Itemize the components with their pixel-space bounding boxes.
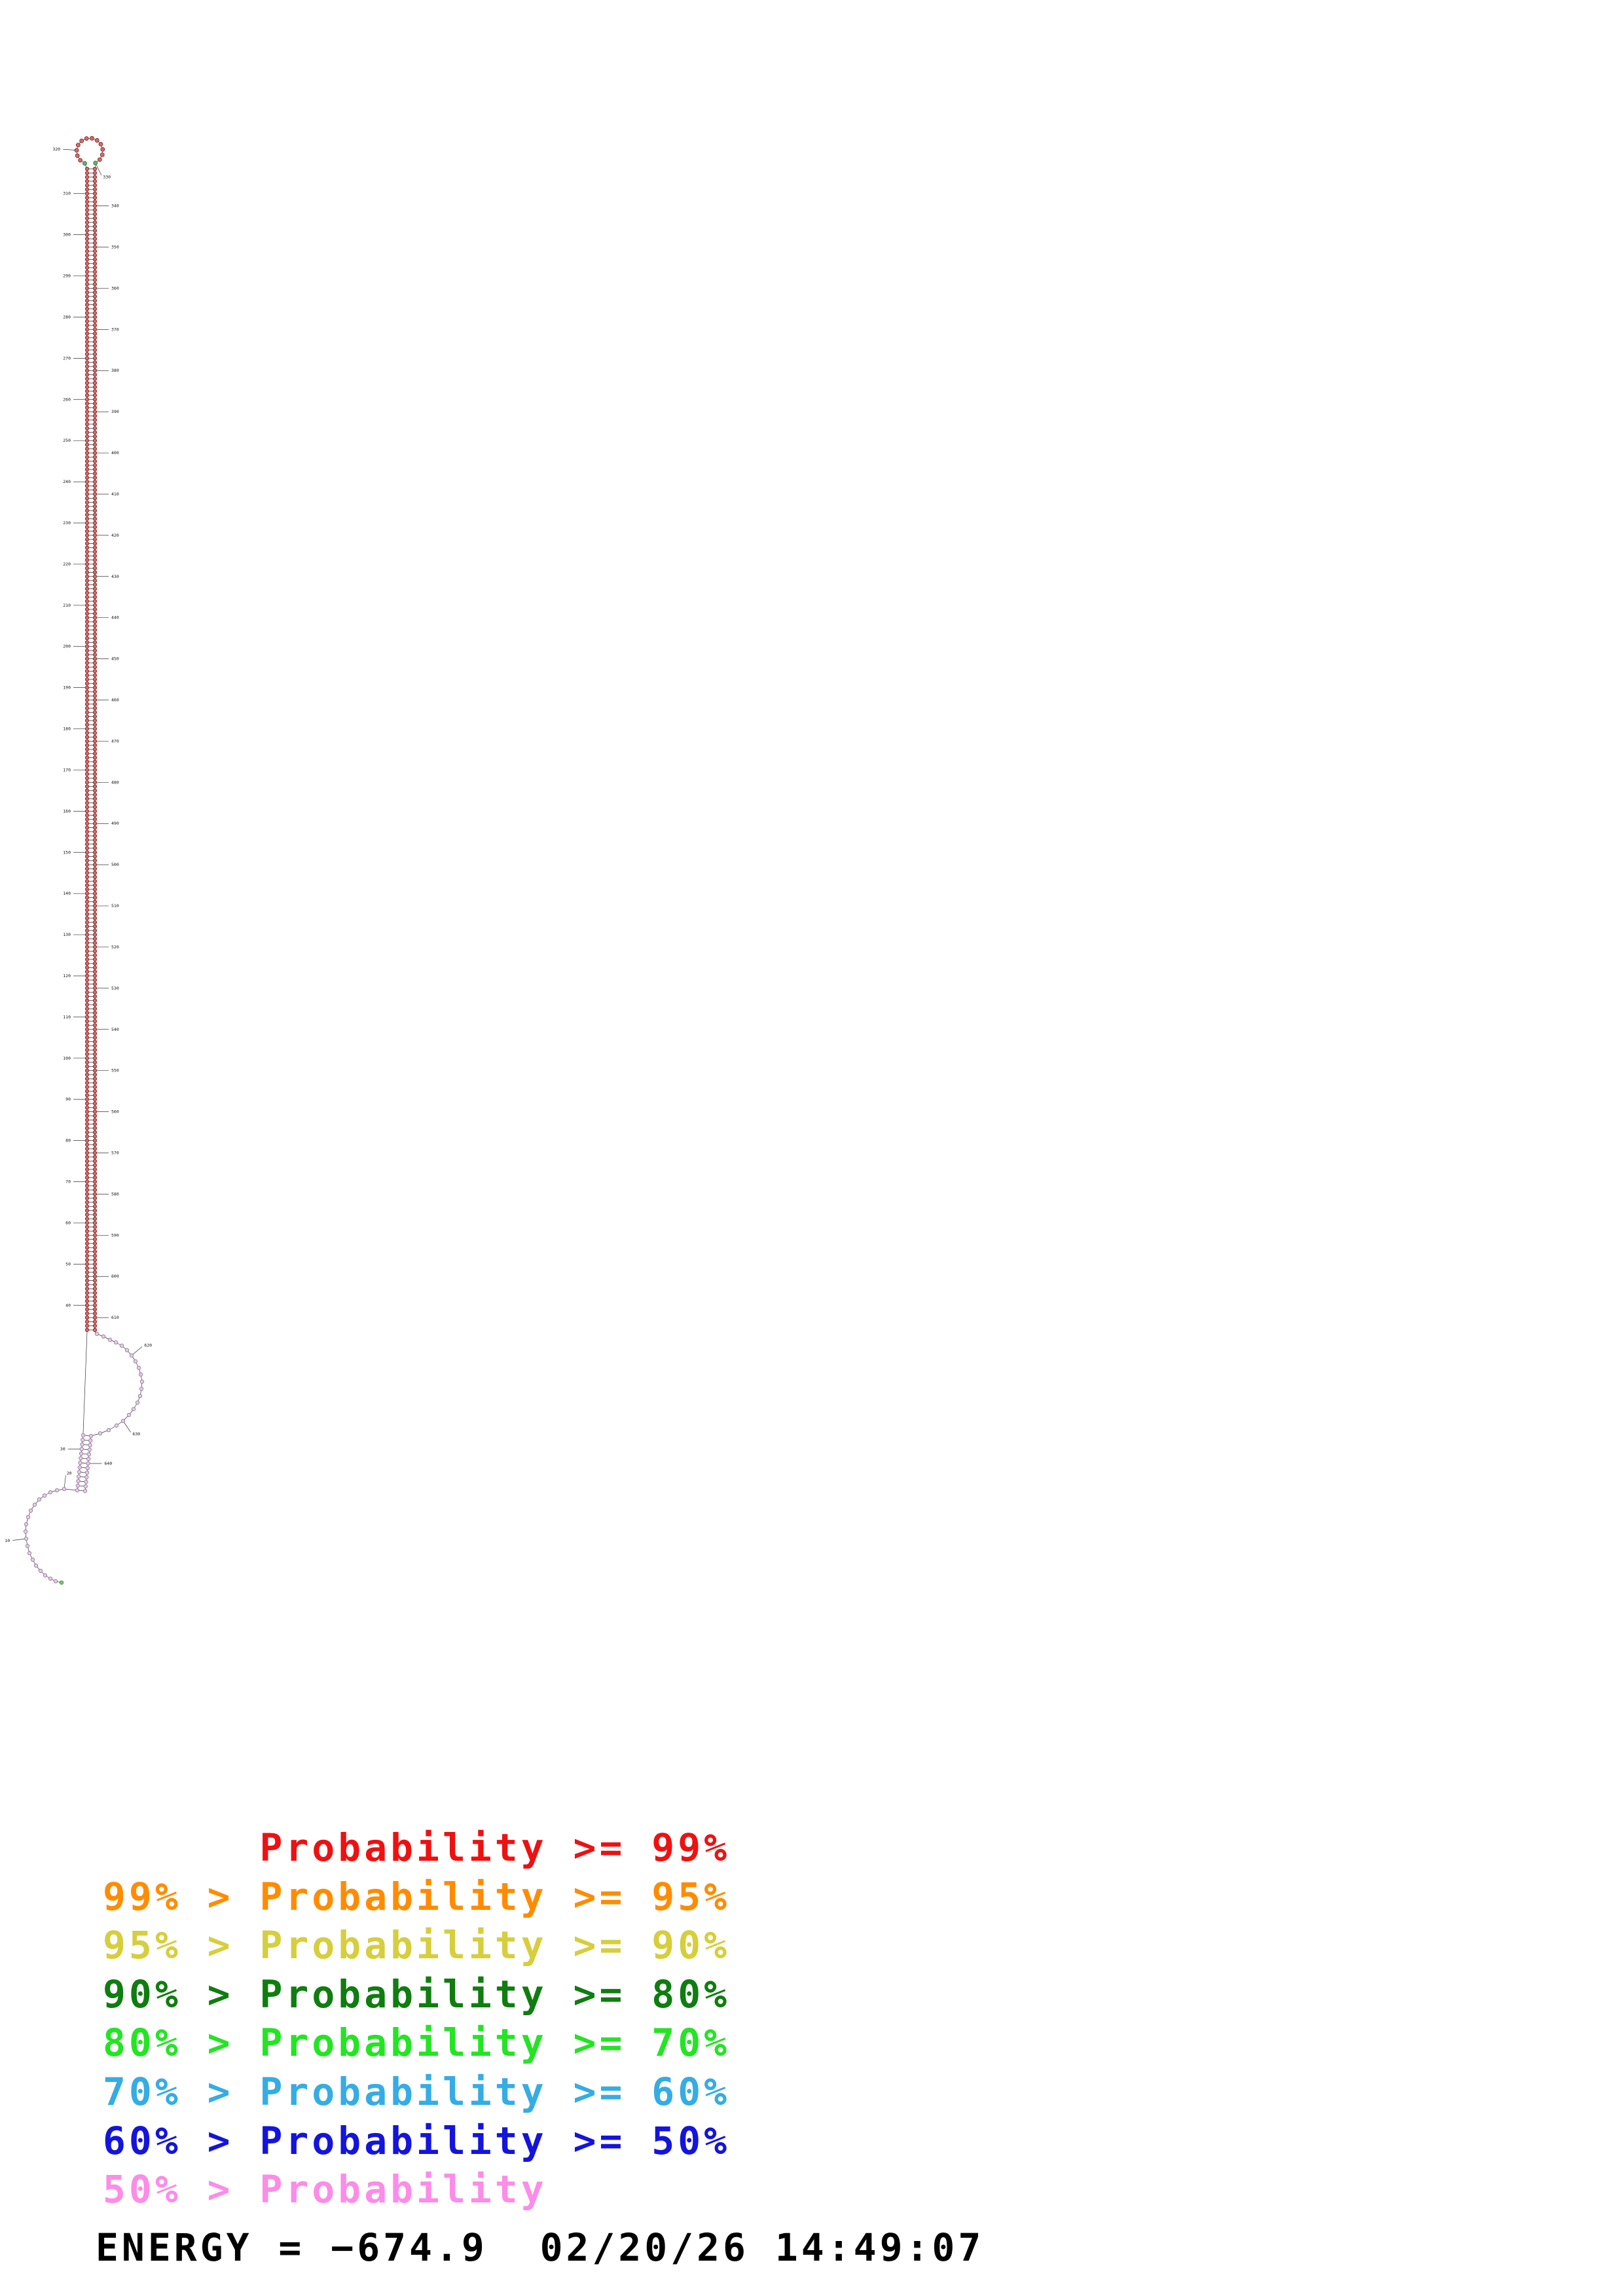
svg-text:420: 420 bbox=[111, 533, 119, 538]
svg-text:500: 500 bbox=[111, 862, 119, 867]
probability-legend: Probability >= 99% 99% > Probability >= … bbox=[103, 1823, 730, 2214]
svg-text:280: 280 bbox=[63, 314, 71, 319]
svg-text:150: 150 bbox=[63, 850, 71, 855]
svg-text:70: 70 bbox=[65, 1179, 71, 1185]
legend-line-50-60: 60% > Probability >= 50% bbox=[103, 2118, 731, 2163]
svg-text:270: 270 bbox=[63, 355, 71, 361]
svg-text:170: 170 bbox=[63, 767, 71, 772]
svg-text:520: 520 bbox=[111, 944, 119, 950]
svg-text:570: 570 bbox=[111, 1150, 119, 1155]
svg-text:430: 430 bbox=[111, 574, 119, 579]
svg-text:600: 600 bbox=[111, 1274, 119, 1279]
svg-text:450: 450 bbox=[111, 656, 119, 662]
svg-text:390: 390 bbox=[111, 409, 119, 414]
svg-text:20: 20 bbox=[67, 1471, 72, 1476]
svg-text:480: 480 bbox=[111, 780, 119, 785]
legend-line-80-90: 90% > Probability >= 80% bbox=[103, 1971, 731, 2017]
svg-text:250: 250 bbox=[63, 438, 71, 443]
legend-line-90-95: 95% > Probability >= 90% bbox=[103, 1923, 731, 1968]
legend-line-below50: 50% > Probability bbox=[103, 2167, 547, 2212]
svg-text:140: 140 bbox=[63, 891, 71, 896]
legend-line-60-70: 70% > Probability >= 60% bbox=[103, 2069, 731, 2114]
legend-line-p99: Probability >= 99% bbox=[103, 1825, 731, 1870]
svg-text:100: 100 bbox=[63, 1056, 71, 1061]
svg-text:490: 490 bbox=[111, 821, 119, 826]
svg-text:10: 10 bbox=[5, 1538, 10, 1543]
svg-text:50: 50 bbox=[65, 1261, 71, 1266]
svg-text:230: 230 bbox=[63, 520, 71, 526]
legend-line-70-80: 80% > Probability >= 70% bbox=[103, 2020, 731, 2066]
svg-text:130: 130 bbox=[63, 932, 71, 937]
svg-text:540: 540 bbox=[111, 1027, 119, 1032]
svg-text:610: 610 bbox=[111, 1315, 119, 1320]
svg-text:410: 410 bbox=[111, 492, 119, 497]
svg-text:440: 440 bbox=[111, 615, 119, 620]
svg-text:360: 360 bbox=[111, 285, 119, 291]
svg-text:240: 240 bbox=[63, 479, 71, 484]
svg-text:530: 530 bbox=[111, 986, 119, 991]
svg-text:220: 220 bbox=[63, 562, 71, 567]
svg-text:320: 320 bbox=[52, 147, 60, 152]
svg-text:330: 330 bbox=[103, 175, 111, 180]
svg-text:260: 260 bbox=[63, 397, 71, 402]
svg-text:560: 560 bbox=[111, 1109, 119, 1115]
svg-text:380: 380 bbox=[111, 368, 119, 373]
svg-text:210: 210 bbox=[63, 603, 71, 608]
svg-text:300: 300 bbox=[63, 232, 71, 238]
svg-text:640: 640 bbox=[105, 1461, 113, 1466]
svg-text:620: 620 bbox=[144, 1343, 152, 1348]
svg-text:120: 120 bbox=[63, 973, 71, 978]
svg-text:590: 590 bbox=[111, 1232, 119, 1238]
svg-text:180: 180 bbox=[63, 726, 71, 732]
svg-text:350: 350 bbox=[111, 245, 119, 250]
svg-text:110: 110 bbox=[63, 1014, 71, 1020]
svg-text:510: 510 bbox=[111, 903, 119, 908]
energy-caption: ENERGY = −674.9 02/20/26 14:49:07 bbox=[96, 2225, 985, 2270]
svg-text:340: 340 bbox=[111, 204, 119, 209]
svg-text:580: 580 bbox=[111, 1191, 119, 1196]
rna-structure-plot: 320 330 310 340 300 350 290 360 280 370 270 380 260 3… bbox=[0, 0, 210, 1636]
svg-text:290: 290 bbox=[63, 274, 71, 279]
svg-text:460: 460 bbox=[111, 698, 119, 703]
svg-text:370: 370 bbox=[111, 327, 119, 332]
svg-text:200: 200 bbox=[63, 644, 71, 649]
svg-text:40: 40 bbox=[65, 1302, 71, 1308]
svg-text:60: 60 bbox=[65, 1220, 71, 1225]
legend-line-95-99: 99% > Probability >= 95% bbox=[103, 1874, 731, 1919]
svg-text:470: 470 bbox=[111, 738, 119, 744]
svg-text:550: 550 bbox=[111, 1068, 119, 1073]
svg-text:30: 30 bbox=[60, 1446, 65, 1452]
svg-text:160: 160 bbox=[63, 808, 71, 814]
svg-text:190: 190 bbox=[63, 685, 71, 691]
rna-structure-svg: 320 330 310 340 300 350 290 360 280 370 270 380 260 3… bbox=[5, 135, 152, 1585]
svg-text:400: 400 bbox=[111, 450, 119, 456]
svg-text:80: 80 bbox=[65, 1138, 71, 1143]
svg-text:630: 630 bbox=[132, 1431, 140, 1437]
svg-text:310: 310 bbox=[63, 191, 71, 196]
svg-text:90: 90 bbox=[65, 1097, 71, 1102]
